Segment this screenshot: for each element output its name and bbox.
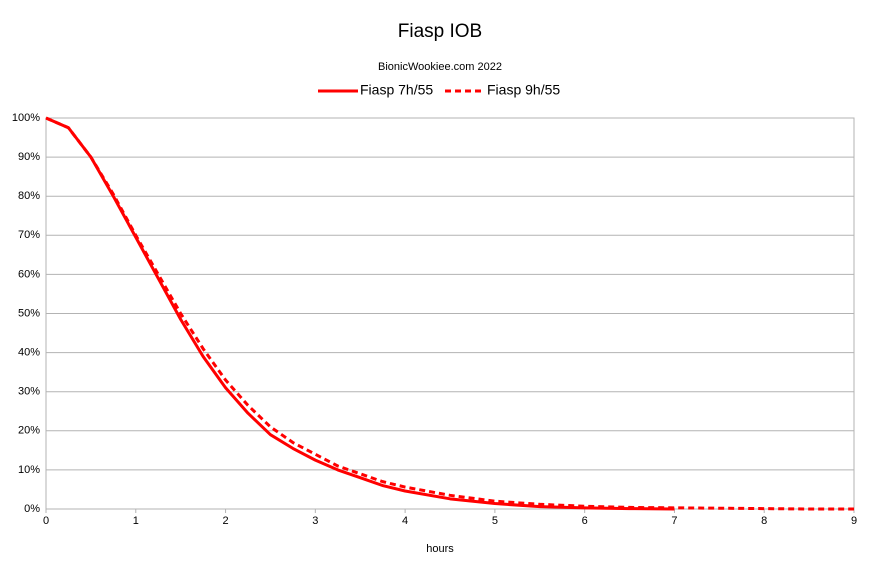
x-tick-label: 7	[671, 515, 677, 527]
y-tick-label: 40%	[18, 347, 40, 359]
x-tick-label: 1	[133, 515, 139, 527]
y-tick-label: 60%	[18, 268, 40, 280]
y-tick-label: 100%	[12, 112, 40, 124]
x-tick-label: 5	[492, 515, 498, 527]
x-tick-label: 6	[582, 515, 588, 527]
plot-frame	[45, 117, 855, 510]
x-tick-label: 9	[851, 515, 857, 527]
y-tick-label: 90%	[18, 151, 40, 163]
y-tick-label: 50%	[18, 307, 40, 319]
y-tick-label: 80%	[18, 190, 40, 202]
y-tick-label: 0%	[24, 503, 40, 515]
series-line	[45, 116, 854, 511]
legend-label: Fiasp 9h/55	[487, 82, 560, 98]
x-tick-label: 3	[312, 515, 318, 527]
x-tick-label: 4	[402, 515, 408, 527]
y-tick-label: 30%	[18, 386, 40, 398]
x-tick-label: 8	[761, 515, 767, 527]
y-tick-label: 10%	[18, 464, 40, 476]
chart-subtitle: BionicWookiee.com 2022	[378, 61, 502, 73]
x-tick-label: 2	[222, 515, 228, 527]
y-tick-label: 70%	[18, 229, 40, 241]
x-tick-label: 0	[43, 515, 49, 527]
y-tick-label: 20%	[18, 425, 40, 437]
chart-title: Fiasp IOB	[398, 21, 482, 42]
x-axis-label: hours	[426, 543, 454, 555]
series-line	[45, 116, 675, 511]
legend-label: Fiasp 7h/55	[360, 82, 433, 98]
